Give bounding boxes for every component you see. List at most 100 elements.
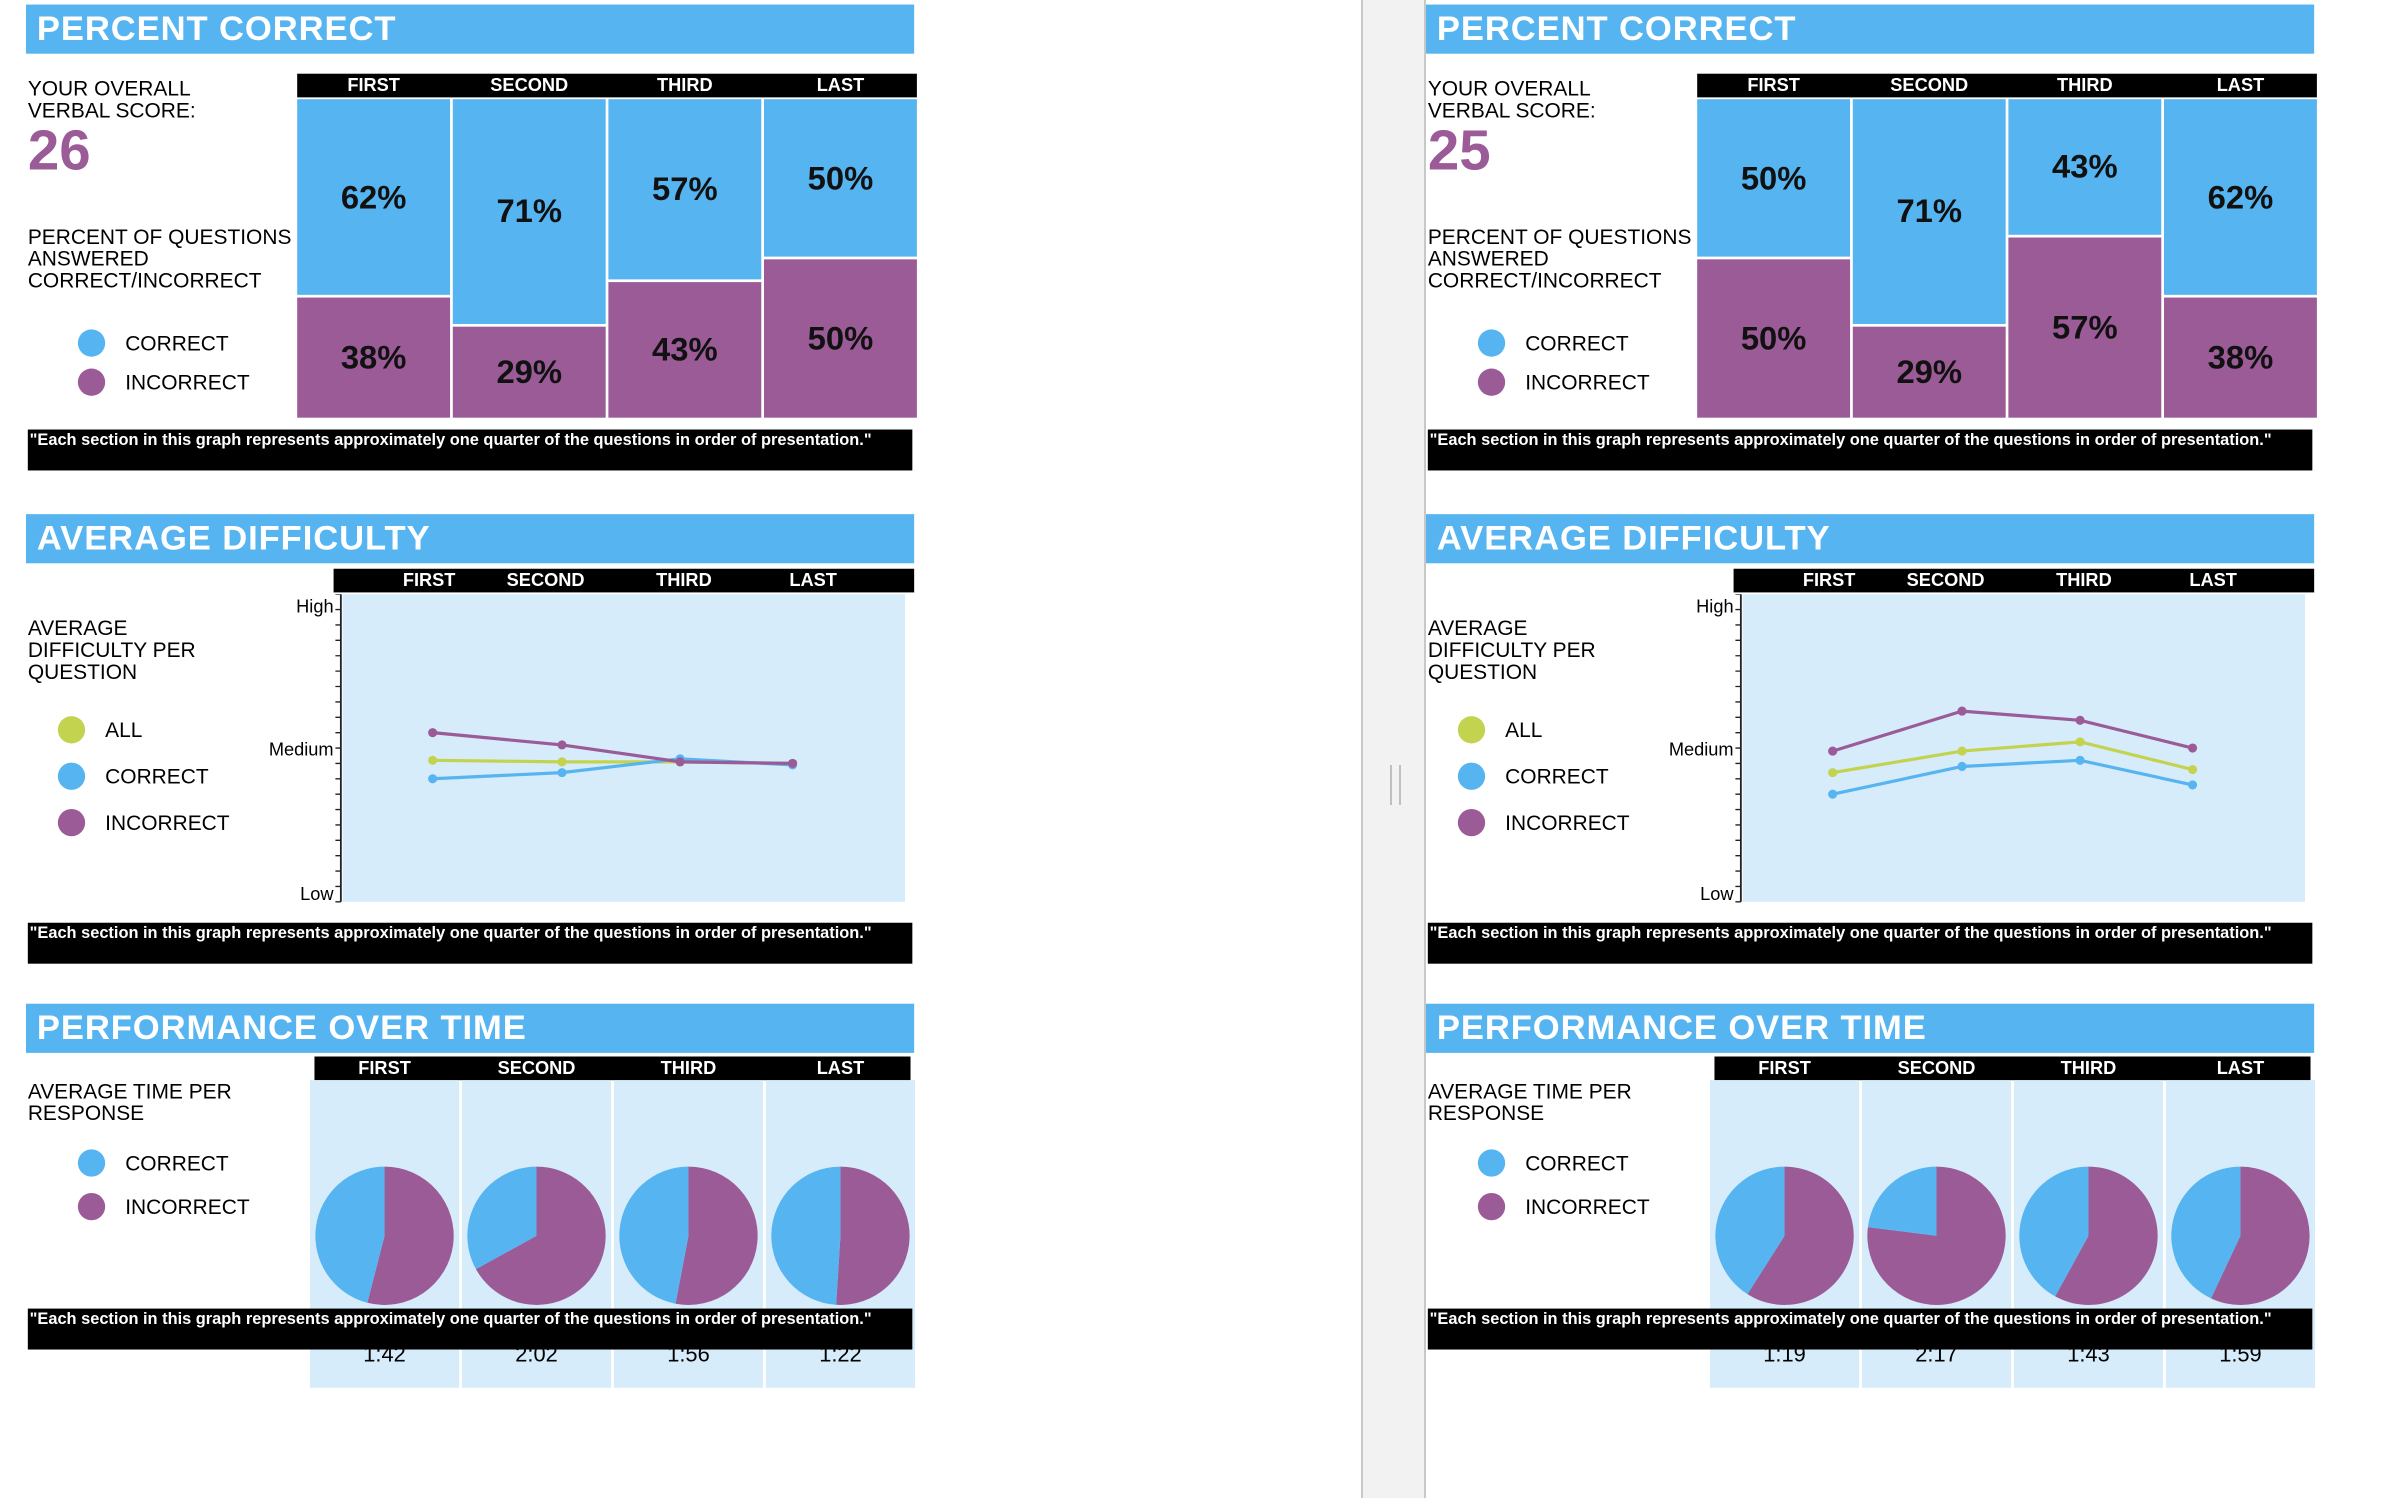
percent-correct-legend-label: CORRECT bbox=[1525, 331, 1629, 355]
pie-slice-correct-last bbox=[771, 1166, 841, 1305]
percent-correct-category-header: FIRST SECOND THIRD LAST bbox=[1697, 73, 2317, 98]
difficulty-point-incorrect-first bbox=[428, 728, 438, 738]
percent-correct-legend-dot bbox=[1477, 329, 1506, 357]
time-correct-legend-label: CORRECT bbox=[1525, 1151, 1629, 1175]
difficulty-correct-legend-dot bbox=[1457, 762, 1486, 790]
bar-correct-first: 62% bbox=[297, 99, 451, 295]
performance-over-time-title: PERFORMANCE OVER TIME bbox=[36, 1009, 527, 1048]
percent-incorrect-legend-dot bbox=[77, 368, 106, 396]
percent-correct-category-third: THIRD bbox=[657, 75, 713, 96]
average-time-label: AVERAGE TIME PER RESPONSE bbox=[27, 1079, 232, 1125]
average-difficulty-category-third: THIRD bbox=[656, 570, 712, 591]
pie-slice-incorrect-second bbox=[475, 1166, 606, 1305]
difficulty-plot-area bbox=[1742, 594, 2306, 902]
percent-correct-category-second: SECOND bbox=[490, 75, 569, 96]
performance-over-time-header: PERFORMANCE OVER TIME bbox=[26, 1003, 915, 1053]
pie-slice-correct-second bbox=[467, 1166, 537, 1270]
bar-correct-second: 71% bbox=[1852, 99, 2006, 324]
pie-slice-incorrect-first bbox=[367, 1166, 454, 1305]
split-view-divider[interactable] bbox=[1361, 0, 1426, 1498]
performance-over-time-category-header: FIRST SECOND THIRD LAST bbox=[314, 1056, 911, 1081]
difficulty-line-incorrect bbox=[432, 731, 793, 765]
average-difficulty-label: AVERAGE DIFFICULTY PER QUESTION bbox=[1427, 616, 1596, 684]
percent-correct-stacked-bar-chart: 50% 50% 71% 29% 43% 57% 62% 38% bbox=[1697, 99, 2317, 418]
difficulty-point-all-second bbox=[1957, 746, 1967, 756]
difficulty-axis-label-low: Low bbox=[300, 884, 334, 905]
average-difficulty-header: AVERAGE DIFFICULTY bbox=[26, 514, 915, 564]
difficulty-incorrect-legend-dot bbox=[57, 808, 86, 837]
bar-incorrect-third: 43% bbox=[608, 281, 762, 418]
time-correct-legend-dot bbox=[77, 1149, 106, 1177]
average-difficulty-footnote: "Each section in this graph represents a… bbox=[1427, 922, 2313, 964]
score-report-second: PERCENT CORRECT YOUR OVERALL VERBAL SCORE… bbox=[1426, 0, 2317, 1388]
pie-slice-incorrect-third bbox=[675, 1166, 758, 1305]
left-page-pane[interactable]: PERCENT CORRECT YOUR OVERALL VERBAL SCORE… bbox=[0, 0, 1361, 1498]
percent-correct-section: PERCENT CORRECT YOUR OVERALL VERBAL SCORE… bbox=[26, 4, 917, 478]
pie-slice-correct-first bbox=[315, 1166, 385, 1303]
percent-correct-category-first: FIRST bbox=[347, 75, 400, 96]
performance-over-time-category-second: SECOND bbox=[1897, 1058, 1976, 1079]
average-difficulty-category-third: THIRD bbox=[2056, 570, 2112, 591]
bar-correct-last: 62% bbox=[2164, 99, 2317, 295]
difficulty-point-incorrect-second bbox=[1957, 706, 1967, 716]
difficulty-all-legend-dot bbox=[57, 716, 86, 744]
average-time-label: AVERAGE TIME PER RESPONSE bbox=[1427, 1079, 1632, 1125]
difficulty-point-all-first bbox=[1828, 768, 1838, 778]
time-pie-last bbox=[771, 1166, 910, 1305]
bar-correct-last: 50% bbox=[764, 99, 917, 257]
bar-correct-second: 71% bbox=[452, 99, 606, 324]
performance-over-time-header: PERFORMANCE OVER TIME bbox=[1426, 1003, 2315, 1053]
right-page-pane[interactable]: PERCENT CORRECT YOUR OVERALL VERBAL SCORE… bbox=[1426, 0, 2402, 1498]
pie-slice-incorrect-first bbox=[1747, 1166, 1854, 1305]
average-difficulty-section: AVERAGE DIFFICULTY AVERAGE DIFFICULTY PER… bbox=[26, 514, 915, 969]
pie-slice-incorrect-second bbox=[1867, 1166, 2006, 1305]
difficulty-point-correct-second bbox=[1957, 761, 1967, 772]
bar-incorrect-last: 50% bbox=[764, 259, 917, 418]
percent-correct-category-last: LAST bbox=[2216, 75, 2265, 96]
percent-correct-title: PERCENT CORRECT bbox=[1436, 10, 1797, 49]
time-pie-first bbox=[315, 1166, 454, 1305]
questions-answered-label: PERCENT OF QUESTIONS ANSWERED CORRECT/IN… bbox=[1427, 224, 1692, 293]
percent-correct-footnote: "Each section in this graph represents a… bbox=[1427, 429, 2313, 471]
performance-over-time-title: PERFORMANCE OVER TIME bbox=[1436, 1009, 1927, 1048]
percent-correct-footnote: "Each section in this graph represents a… bbox=[27, 429, 913, 471]
time-correct-legend-label: CORRECT bbox=[125, 1151, 229, 1175]
average-difficulty-section: AVERAGE DIFFICULTY AVERAGE DIFFICULTY PER… bbox=[1426, 514, 2315, 969]
bar-incorrect-third: 57% bbox=[2008, 237, 2162, 418]
percent-correct-category-first: FIRST bbox=[1747, 75, 1800, 96]
performance-over-time-category-first: FIRST bbox=[358, 1058, 411, 1079]
time-pie-second bbox=[467, 1166, 606, 1305]
performance-over-time-section: PERFORMANCE OVER TIME AVERAGE TIME PER RE… bbox=[1426, 1003, 2316, 1388]
average-difficulty-category-header: FIRST SECOND THIRD LAST bbox=[1733, 568, 2315, 593]
difficulty-point-correct-second bbox=[557, 768, 567, 778]
difficulty-point-correct-last bbox=[2188, 780, 2198, 790]
difficulty-point-all-first bbox=[428, 755, 438, 765]
difficulty-correct-legend-dot bbox=[57, 762, 86, 790]
percent-correct-category-second: SECOND bbox=[1890, 75, 1969, 96]
time-incorrect-legend-label: INCORRECT bbox=[125, 1194, 250, 1219]
pie-slice-incorrect-last bbox=[836, 1166, 910, 1305]
performance-over-time-footnote: "Each section in this graph represents a… bbox=[1427, 1308, 2313, 1350]
divider-grip-handle[interactable] bbox=[1390, 765, 1401, 805]
difficulty-axis-label-medium: Medium bbox=[268, 739, 334, 760]
difficulty-point-all-third bbox=[2075, 737, 2085, 747]
difficulty-all-legend-label: ALL bbox=[105, 717, 143, 742]
percent-correct-stacked-bar-chart: 62% 38% 71% 29% 57% 43% 50% 50% bbox=[297, 99, 917, 418]
average-difficulty-category-second: SECOND bbox=[1906, 570, 1985, 591]
percent-correct-category-third: THIRD bbox=[2057, 75, 2113, 96]
percent-correct-header: PERCENT CORRECT bbox=[26, 4, 915, 54]
percent-correct-legend-dot bbox=[77, 329, 106, 357]
average-difficulty-line-chart bbox=[335, 594, 906, 903]
percent-incorrect-legend-label: INCORRECT bbox=[125, 370, 250, 395]
time-pie-first bbox=[1715, 1166, 1854, 1305]
time-incorrect-legend-dot bbox=[77, 1193, 106, 1221]
percent-correct-category-last: LAST bbox=[816, 75, 865, 96]
time-pie-second bbox=[1867, 1166, 2006, 1305]
difficulty-line-incorrect bbox=[1832, 709, 2193, 753]
difficulty-axis-label-medium: Medium bbox=[1668, 739, 1734, 760]
difficulty-axis-label-high: High bbox=[296, 596, 334, 617]
pie-slice-correct-first bbox=[1715, 1166, 1785, 1295]
difficulty-incorrect-legend-dot bbox=[1457, 808, 1486, 837]
bar-incorrect-second: 29% bbox=[1852, 326, 2006, 418]
difficulty-point-correct-first bbox=[1828, 789, 1838, 799]
